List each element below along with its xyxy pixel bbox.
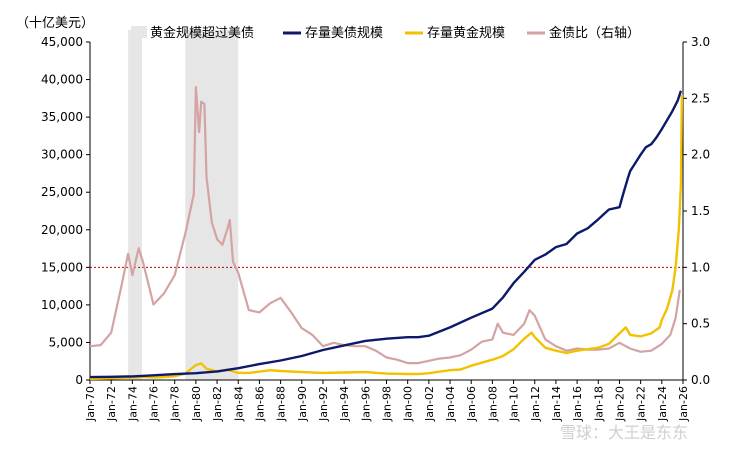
left-tick-label: 5,000 — [49, 335, 83, 349]
x-tick-label: Jan-78 — [169, 386, 182, 422]
legend-label-gold: 存量黄金规模 — [427, 25, 505, 41]
x-tick-label: Jan-22 — [635, 386, 648, 422]
left-tick-label: 15,000 — [41, 260, 83, 274]
y-axis-unit-label: （十亿美元） — [16, 16, 94, 31]
left-tick-label: 45,000 — [41, 35, 83, 49]
x-tick-label: Jan-10 — [508, 386, 521, 422]
left-tick-label: 35,000 — [41, 110, 83, 124]
left-tick-label: 25,000 — [41, 185, 83, 199]
legend-label-ratio: 金债比（右轴） — [549, 25, 640, 41]
shaded-period-1 — [128, 30, 142, 380]
x-tick-label: Jan-92 — [317, 386, 330, 422]
x-tick-label: Jan-20 — [613, 386, 626, 422]
x-tick-label: Jan-00 — [402, 386, 415, 422]
x-tick-label: Jan-26 — [677, 386, 690, 422]
x-tick-label: Jan-88 — [275, 386, 288, 422]
x-tick-label: Jan-74 — [126, 386, 139, 422]
x-tick-label: Jan-76 — [148, 386, 161, 422]
x-tick-label: Jan-94 — [338, 386, 351, 422]
right-tick-label: 2.0 — [691, 148, 710, 162]
right-tick-label: 2.5 — [691, 91, 710, 105]
right-tick-label: 3.0 — [691, 35, 710, 49]
x-tick-label: Jan-14 — [550, 386, 563, 422]
x-tick-label: Jan-70 — [84, 386, 97, 422]
x-tick-label: Jan-80 — [190, 386, 203, 422]
x-tick-label: Jan-90 — [296, 386, 309, 422]
series-line-gold — [89, 94, 684, 381]
left-tick-label: 20,000 — [41, 223, 83, 237]
x-tick-label: Jan-84 — [232, 386, 245, 422]
left-tick-label: 10,000 — [41, 298, 83, 312]
x-tick-label: Jan-06 — [465, 386, 478, 422]
x-tick-label: Jan-96 — [359, 386, 372, 422]
x-tick-label: Jan-08 — [486, 386, 499, 422]
x-tick-label: Jan-82 — [211, 386, 224, 422]
series-line-ratio — [89, 86, 681, 365]
series-line-treasury — [89, 90, 683, 379]
x-tick-label: Jan-16 — [571, 386, 584, 422]
right-tick-label: 1.5 — [691, 204, 710, 218]
x-tick-label: Jan-72 — [105, 386, 118, 422]
right-tick-label: 0.5 — [691, 317, 710, 331]
shaded-period-2 — [185, 30, 239, 380]
right-tick-label: 1.0 — [691, 260, 710, 274]
legend: 黄金规模超过美债 存量美债规模 存量黄金规模 金债比（右轴） — [131, 25, 640, 41]
x-tick-label: Jan-18 — [592, 386, 605, 422]
right-tick-label: 0.0 — [691, 373, 710, 387]
watermark: 雪球：大王是东东 — [560, 423, 688, 442]
axes: 0 5,000 10,000 15,000 20,000 25,000 30,000 35,0… — [41, 35, 710, 422]
x-tick-label: Jan-04 — [444, 386, 457, 422]
x-tick-label: Jan-86 — [253, 386, 266, 422]
left-tick-label: 30,000 — [41, 148, 83, 162]
x-tick-label: Jan-02 — [423, 386, 436, 422]
shaded-periods — [128, 30, 239, 380]
x-tick-label: Jan-24 — [656, 386, 669, 422]
legend-label-shade: 黄金规模超过美债 — [150, 25, 254, 41]
legend-swatch-shade — [131, 26, 147, 38]
left-tick-label: 40,000 — [41, 73, 83, 87]
legend-label-treasury: 存量美债规模 — [305, 26, 383, 41]
series-lines — [89, 86, 684, 381]
x-tick-label: Jan-98 — [381, 386, 394, 422]
x-tick-label: Jan-12 — [529, 386, 542, 422]
left-tick-label: 0 — [75, 373, 83, 387]
